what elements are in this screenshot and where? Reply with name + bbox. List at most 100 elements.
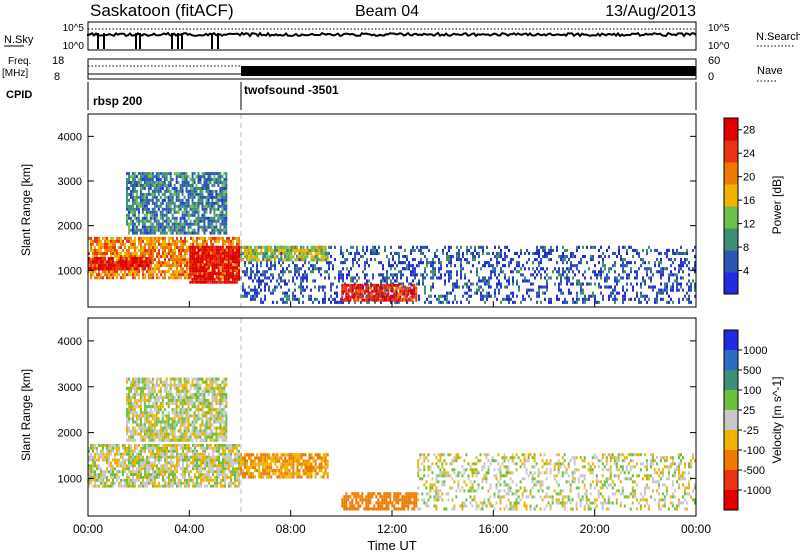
power-echo-cell xyxy=(656,270,658,274)
power-echo-cell xyxy=(126,207,128,211)
power-echo-cell xyxy=(150,264,152,268)
velocity-echo-cell xyxy=(170,455,172,459)
power-echo-cell xyxy=(470,282,472,286)
power-echo-cell xyxy=(634,297,636,301)
power-echo-cell xyxy=(183,207,186,211)
power-echo-cell xyxy=(189,207,192,211)
power-echo-cell xyxy=(186,261,188,265)
power-echo-cell xyxy=(235,277,238,281)
velocity-echo-cell xyxy=(140,449,142,453)
power-echo-cell xyxy=(592,255,594,259)
power-echo-cell xyxy=(172,258,174,262)
power-echo-cell xyxy=(320,267,322,271)
velocity-echo-cell xyxy=(230,455,232,459)
power-echo-cell xyxy=(149,231,152,235)
velocity-echo-cell xyxy=(196,467,198,471)
velocity-echo-cell xyxy=(156,473,158,476)
power-echo-cell xyxy=(254,273,256,277)
power-echo-cell xyxy=(151,213,154,217)
power-echo-cell xyxy=(274,248,277,252)
power-echo-cell xyxy=(244,273,246,277)
power-echo-cell xyxy=(628,245,630,249)
power-echo-cell xyxy=(550,276,552,280)
power-echo-cell xyxy=(182,242,184,246)
power-echo-cell xyxy=(478,276,480,280)
power-echo-cell xyxy=(132,187,134,190)
power-echo-cell xyxy=(383,295,386,299)
velocity-echo-cell xyxy=(232,458,234,462)
velocity-echo-cell xyxy=(202,455,204,459)
power-echo-cell xyxy=(384,288,386,292)
power-echo-cell xyxy=(566,279,568,283)
power-echo-cell xyxy=(133,267,136,271)
power-echo-cell xyxy=(92,260,94,264)
power-echo-cell xyxy=(184,261,186,265)
power-echo-cell xyxy=(199,257,202,261)
power-echo-cell xyxy=(110,246,112,249)
power-echo-cell xyxy=(482,294,484,298)
velocity-echo-cell xyxy=(230,470,232,474)
power-echo-cell xyxy=(300,291,302,295)
power-echo-cell xyxy=(364,276,366,280)
power-echo-cell xyxy=(560,291,562,295)
power-echo-cell xyxy=(152,261,154,265)
power-echo-cell xyxy=(396,251,398,255)
velocity-echo-cell xyxy=(88,478,90,482)
power-echo-cell xyxy=(405,295,408,299)
velocity-echo-cell xyxy=(204,464,206,468)
velocity-echo-cell xyxy=(128,444,130,447)
power-echo-cell xyxy=(234,264,236,268)
power-echo-cell xyxy=(221,266,224,270)
power-echo-cell xyxy=(186,258,188,262)
power-echo-cell xyxy=(636,294,638,298)
power-echo-cell xyxy=(242,294,244,298)
power-echo-cell xyxy=(488,282,490,286)
velocity-echo-cell xyxy=(128,476,130,479)
power-echo-cell xyxy=(353,292,356,296)
power-echo-cell xyxy=(182,258,184,262)
power-echo-cell xyxy=(189,222,192,226)
power-echo-cell xyxy=(193,275,196,278)
power-echo-cell xyxy=(412,267,414,271)
velocity-echo-cell xyxy=(180,467,182,471)
power-echo-cell xyxy=(264,297,266,301)
power-echo-cell xyxy=(127,267,130,271)
power-echo-cell xyxy=(167,210,170,214)
velocity-echo-cell xyxy=(146,444,148,447)
power-echo-cell xyxy=(318,248,321,252)
power-echo-cell xyxy=(203,272,206,275)
power-echo-cell xyxy=(387,286,390,290)
power-echo-cell xyxy=(141,201,144,205)
power-echo-cell xyxy=(359,286,362,290)
power-echo-cell xyxy=(200,246,202,249)
power-echo-cell xyxy=(586,297,588,301)
power-echo-cell xyxy=(387,295,390,299)
power-echo-cell xyxy=(225,277,228,281)
power-echo-cell xyxy=(158,258,160,262)
power-echo-cell xyxy=(454,282,456,286)
power-echo-cell xyxy=(211,245,214,249)
power-echo-cell xyxy=(203,248,206,252)
power-echo-cell xyxy=(232,239,234,243)
power-echo-cell xyxy=(298,255,301,259)
power-echo-cell xyxy=(346,258,348,262)
velocity-echo-cell xyxy=(236,458,238,462)
power-echo-cell xyxy=(145,231,148,235)
power-echo-cell xyxy=(195,277,198,281)
power-echo-cell xyxy=(538,285,540,289)
power-echo-cell xyxy=(143,219,146,223)
power-echo-cell xyxy=(416,273,418,277)
velocity-echo-cell xyxy=(166,449,168,453)
power-echo-cell xyxy=(90,258,92,262)
power-echo-cell xyxy=(518,264,520,268)
velocity-echo-cell xyxy=(216,444,218,447)
power-echo-cell xyxy=(152,236,154,240)
velocity-echo-cell xyxy=(90,470,92,474)
power-echo-cell xyxy=(302,285,304,289)
power-echo-cell xyxy=(102,276,104,280)
power-echo-cell xyxy=(328,267,330,271)
power-echo-cell xyxy=(148,249,150,252)
power-echo-cell xyxy=(225,210,228,214)
power-echo-cell xyxy=(588,297,590,301)
power-echo-cell xyxy=(466,282,468,286)
